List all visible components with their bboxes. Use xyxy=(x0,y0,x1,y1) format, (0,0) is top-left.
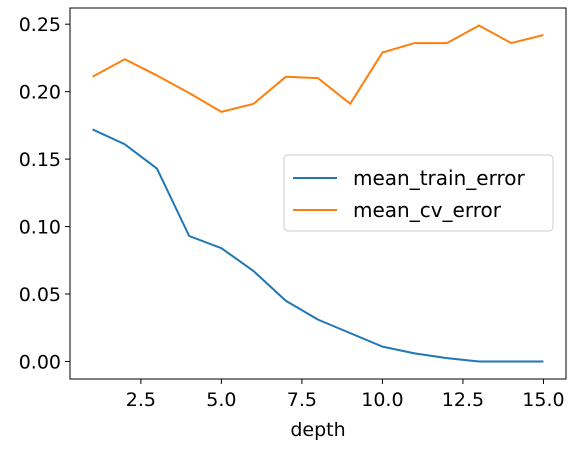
legend-box xyxy=(283,154,554,232)
legend: mean_train_error mean_cv_error xyxy=(283,154,554,232)
x-tick-label: 7.5 xyxy=(287,389,317,411)
y-axis-ticks: 0.00 0.05 0.10 0.15 0.20 0.25 xyxy=(19,14,70,373)
x-tick-label: 15.0 xyxy=(522,389,564,411)
x-tick-label: 12.5 xyxy=(442,389,484,411)
series-layer xyxy=(92,24,544,363)
y-tick-label: 0.25 xyxy=(19,14,61,36)
x-tick-label: 2.5 xyxy=(126,389,156,411)
legend-label-mean-train-error: mean_train_error xyxy=(353,166,525,190)
legend-label-mean-cv-error: mean_cv_error xyxy=(353,198,502,222)
y-tick-label: 0.15 xyxy=(19,149,61,171)
x-tick-label: 5.0 xyxy=(206,389,236,411)
y-tick-label: 0.00 xyxy=(19,351,61,373)
x-axis-ticks: 2.5 5.0 7.5 10.0 12.5 15.0 xyxy=(126,379,565,411)
x-tick-label: 10.0 xyxy=(361,389,403,411)
plot-frame xyxy=(69,7,567,380)
y-tick-label: 0.05 xyxy=(19,284,61,306)
series-line-mean-train-error xyxy=(92,128,544,363)
y-tick-label: 0.10 xyxy=(19,217,61,239)
x-axis-label: depth xyxy=(290,419,345,441)
y-tick-label: 0.20 xyxy=(19,82,61,104)
series-line-mean-cv-error xyxy=(92,24,544,113)
